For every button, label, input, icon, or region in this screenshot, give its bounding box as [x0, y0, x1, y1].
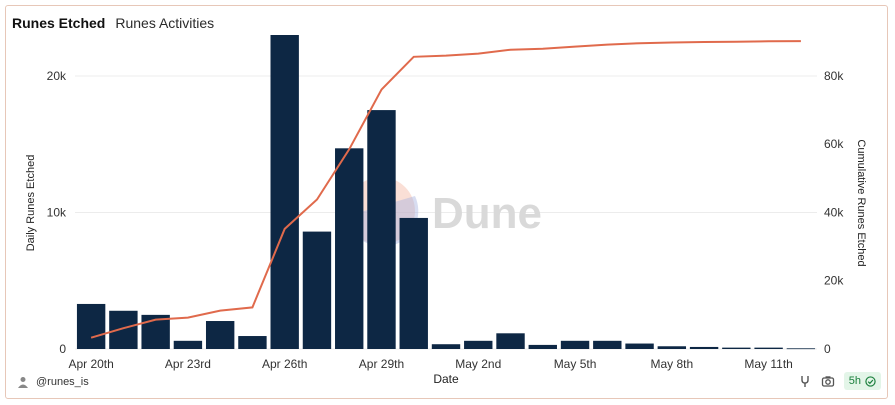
- x-tick-label: Apr 26th: [262, 357, 307, 371]
- bar-daily-runes[interactable]: [270, 35, 299, 349]
- bar-daily-runes[interactable]: [560, 340, 590, 349]
- x-tick-label: Apr 29th: [359, 357, 404, 371]
- bar-daily-runes[interactable]: [593, 340, 622, 349]
- y-left-tick-label: 0: [59, 342, 66, 356]
- x-tick-label: Apr 20th: [68, 357, 113, 371]
- camera-icon[interactable]: [821, 374, 835, 388]
- y-axis-right-label: Cumulative Runes Etched: [855, 139, 867, 266]
- tab-bar: Runes Etched Runes Activities: [12, 15, 214, 31]
- y-right-tick-label: 20k: [824, 274, 844, 288]
- x-tick-label: Apr 23rd: [165, 357, 211, 371]
- bar-daily-runes[interactable]: [722, 347, 751, 349]
- x-tick-label: May 5th: [554, 357, 597, 371]
- x-axis-label: Date: [433, 372, 459, 386]
- bar-daily-runes[interactable]: [109, 310, 138, 349]
- bar-daily-runes[interactable]: [76, 303, 106, 349]
- check-circle-icon: [865, 375, 876, 387]
- fork-icon[interactable]: [798, 374, 812, 388]
- bar-daily-runes[interactable]: [173, 340, 203, 349]
- bar-daily-runes[interactable]: [431, 344, 461, 349]
- bar-daily-runes[interactable]: [689, 346, 719, 349]
- bar-daily-runes[interactable]: [528, 344, 557, 349]
- x-tick-label: May 2nd: [455, 357, 501, 371]
- bar-daily-runes[interactable]: [302, 231, 332, 349]
- user-icon: [18, 377, 28, 388]
- bar-daily-runes[interactable]: [496, 333, 525, 349]
- footer-author: @runes_is: [16, 375, 89, 389]
- tab-runes-etched[interactable]: Runes Etched: [12, 15, 106, 31]
- footer-actions: 5h: [798, 372, 881, 390]
- bar-daily-runes[interactable]: [625, 343, 654, 349]
- y-axis-left-label: Daily Runes Etched: [25, 155, 37, 252]
- y-right-tick-label: 60k: [824, 137, 844, 151]
- bar-daily-runes[interactable]: [399, 217, 428, 349]
- y-left-tick-label: 20k: [47, 69, 67, 83]
- y-right-tick-label: 80k: [824, 69, 844, 83]
- bar-daily-runes[interactable]: [786, 348, 816, 350]
- bar-daily-runes[interactable]: [464, 340, 493, 349]
- y-right-tick-label: 0: [824, 342, 831, 356]
- watermark-text: Dune: [432, 189, 542, 238]
- bar-daily-runes[interactable]: [205, 321, 235, 349]
- bar-daily-runes[interactable]: [367, 110, 396, 349]
- author-handle[interactable]: @runes_is: [36, 376, 89, 388]
- bar-daily-runes[interactable]: [754, 347, 783, 349]
- x-tick-label: May 11th: [744, 357, 792, 371]
- bar-daily-runes[interactable]: [335, 148, 364, 349]
- refresh-badge[interactable]: 5h: [843, 372, 881, 390]
- refresh-label: 5h: [848, 375, 861, 387]
- bar-daily-runes[interactable]: [238, 336, 267, 349]
- tab-runes-activities[interactable]: Runes Activities: [115, 15, 215, 31]
- x-tick-label: May 8th: [650, 357, 693, 371]
- bar-daily-runes[interactable]: [657, 346, 687, 349]
- y-right-tick-label: 40k: [824, 205, 844, 219]
- y-left-tick-label: 10k: [47, 205, 67, 219]
